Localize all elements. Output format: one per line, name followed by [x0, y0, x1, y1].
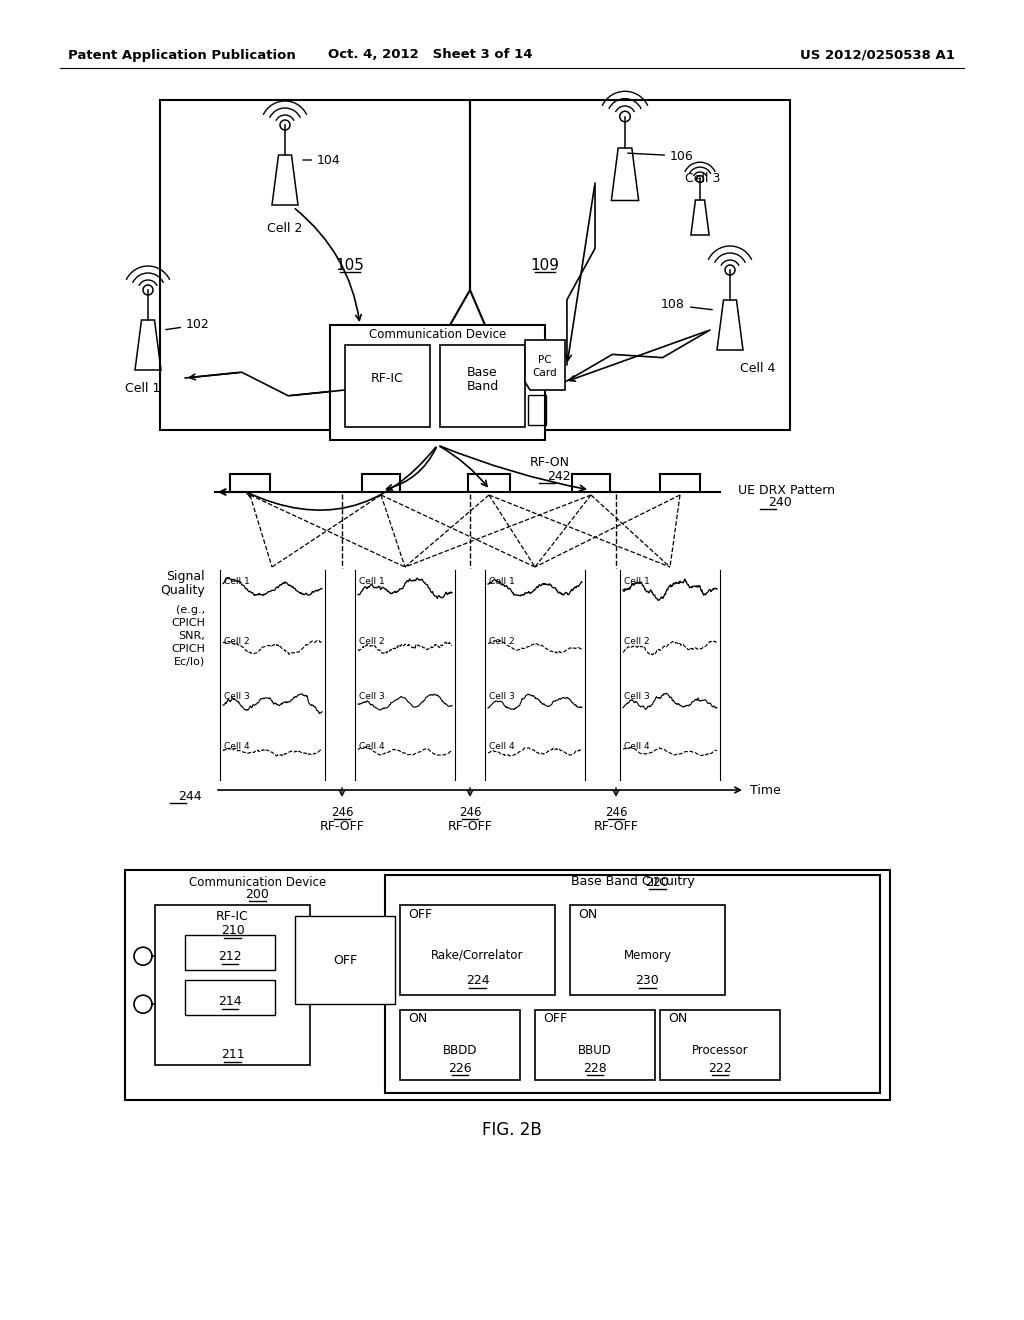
- Text: Memory: Memory: [624, 949, 672, 961]
- Text: 242: 242: [547, 470, 570, 483]
- Text: OFF: OFF: [408, 908, 432, 921]
- FancyBboxPatch shape: [345, 345, 430, 426]
- Text: RF-OFF: RF-OFF: [447, 820, 493, 833]
- Text: 224: 224: [466, 974, 489, 987]
- Text: 212: 212: [218, 950, 242, 964]
- Text: Cell 3: Cell 3: [359, 692, 385, 701]
- Text: 210: 210: [220, 924, 245, 937]
- Text: 228: 228: [583, 1061, 607, 1074]
- Text: SNR,: SNR,: [178, 631, 205, 642]
- Text: CPICH: CPICH: [171, 644, 205, 653]
- Text: Cell 3: Cell 3: [685, 172, 720, 185]
- Text: Cell 4: Cell 4: [359, 742, 385, 751]
- Text: US 2012/0250538 A1: US 2012/0250538 A1: [800, 49, 955, 62]
- Text: Cell 4: Cell 4: [224, 742, 250, 751]
- Text: OFF: OFF: [543, 1011, 567, 1024]
- Text: ON: ON: [668, 1011, 687, 1024]
- Text: ON: ON: [578, 908, 597, 921]
- FancyBboxPatch shape: [330, 325, 545, 440]
- Text: Cell 1: Cell 1: [359, 577, 385, 586]
- Text: RF-IC: RF-IC: [216, 911, 249, 924]
- Text: RF-OFF: RF-OFF: [594, 820, 638, 833]
- Text: Cell 2: Cell 2: [267, 222, 303, 235]
- Text: RF-OFF: RF-OFF: [319, 820, 365, 833]
- Text: Communication Device: Communication Device: [188, 875, 326, 888]
- Text: 244: 244: [178, 789, 202, 803]
- Text: 210: 210: [376, 389, 399, 403]
- Text: 240: 240: [768, 495, 792, 508]
- Text: 246: 246: [331, 805, 353, 818]
- Text: UE DRX Pattern: UE DRX Pattern: [738, 483, 835, 496]
- Text: Rake/Correlator: Rake/Correlator: [431, 949, 523, 961]
- Text: 246: 246: [459, 805, 481, 818]
- Text: Cell 3: Cell 3: [224, 692, 250, 701]
- Text: Cell 4: Cell 4: [489, 742, 515, 751]
- Text: 220: 220: [645, 875, 670, 888]
- Text: Band: Band: [466, 380, 499, 393]
- Text: Base: Base: [467, 366, 498, 379]
- Text: Cell 3: Cell 3: [624, 692, 650, 701]
- Text: PC: PC: [539, 355, 552, 366]
- Text: 200: 200: [246, 887, 269, 900]
- Text: CPICH: CPICH: [171, 618, 205, 628]
- Text: Base Band Circuitry: Base Band Circuitry: [570, 875, 694, 888]
- Text: 222: 222: [709, 1061, 732, 1074]
- Text: 102: 102: [166, 318, 210, 331]
- Text: ON: ON: [408, 1011, 427, 1024]
- Text: Cell 2: Cell 2: [359, 638, 385, 645]
- Text: 108: 108: [662, 298, 713, 312]
- FancyBboxPatch shape: [440, 345, 525, 426]
- Text: 226: 226: [449, 1061, 472, 1074]
- Text: Signal: Signal: [166, 570, 205, 583]
- Polygon shape: [525, 341, 565, 389]
- Text: 214: 214: [218, 995, 242, 1008]
- Text: Cell 2: Cell 2: [224, 638, 250, 645]
- Text: Patent Application Publication: Patent Application Publication: [68, 49, 296, 62]
- Text: Cell 1: Cell 1: [624, 577, 650, 586]
- Text: Cell 4: Cell 4: [740, 362, 775, 375]
- Text: BBUD: BBUD: [579, 1044, 612, 1056]
- Text: Communication Device: Communication Device: [369, 327, 506, 341]
- Text: 211: 211: [221, 1048, 245, 1061]
- Text: 109: 109: [530, 257, 559, 272]
- Text: BBDD: BBDD: [442, 1044, 477, 1056]
- Text: Cell 1: Cell 1: [125, 381, 161, 395]
- Text: Cell 2: Cell 2: [489, 638, 515, 645]
- Text: Card: Card: [532, 368, 557, 378]
- Text: Time: Time: [750, 784, 780, 796]
- Text: OFF: OFF: [333, 953, 357, 966]
- Text: (e.g.,: (e.g.,: [176, 605, 205, 615]
- Text: 105: 105: [336, 257, 365, 272]
- Text: Ec/Io): Ec/Io): [174, 657, 205, 667]
- Text: 200: 200: [411, 341, 434, 354]
- Text: Cell 1: Cell 1: [489, 577, 515, 586]
- Text: Cell 4: Cell 4: [624, 742, 649, 751]
- Text: FIG. 2B: FIG. 2B: [482, 1121, 542, 1139]
- Text: 230: 230: [636, 974, 659, 987]
- Text: 246: 246: [605, 805, 628, 818]
- Text: 220: 220: [471, 396, 495, 409]
- Text: 106: 106: [628, 149, 693, 162]
- Text: Cell 1: Cell 1: [224, 577, 250, 586]
- Text: Processor: Processor: [691, 1044, 749, 1056]
- Text: Quality: Quality: [160, 583, 205, 597]
- Text: RF-IC: RF-IC: [371, 371, 403, 384]
- Text: Cell 3: Cell 3: [489, 692, 515, 701]
- Text: RF-ON: RF-ON: [530, 457, 570, 470]
- Text: 104: 104: [303, 153, 341, 166]
- Text: Oct. 4, 2012   Sheet 3 of 14: Oct. 4, 2012 Sheet 3 of 14: [328, 49, 532, 62]
- Text: Cell 2: Cell 2: [624, 638, 649, 645]
